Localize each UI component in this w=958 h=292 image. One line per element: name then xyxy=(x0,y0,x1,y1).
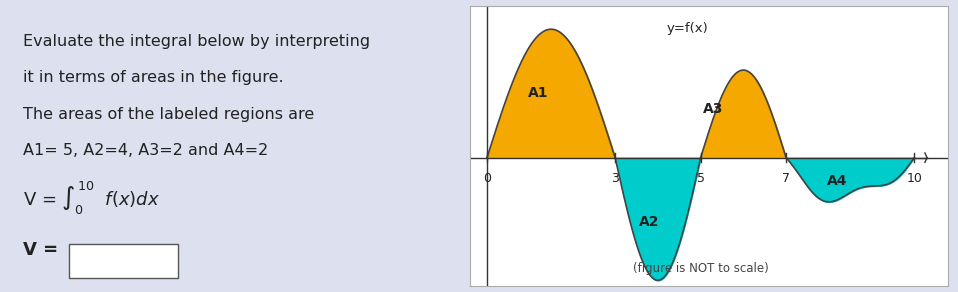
Text: 7: 7 xyxy=(782,172,790,185)
Text: A1= 5, A2=4, A3=2 and A4=2: A1= 5, A2=4, A3=2 and A4=2 xyxy=(23,143,268,158)
Text: 10: 10 xyxy=(906,172,923,185)
Text: y=f(x): y=f(x) xyxy=(667,22,708,35)
Text: A3: A3 xyxy=(703,102,723,116)
Text: (figure is NOT to scale): (figure is NOT to scale) xyxy=(632,262,768,275)
Text: V =: V = xyxy=(23,241,64,259)
Text: 5: 5 xyxy=(696,172,704,185)
Text: Evaluate the integral below by interpreting: Evaluate the integral below by interpret… xyxy=(23,34,370,49)
Text: 0: 0 xyxy=(483,172,490,185)
Text: The areas of the labeled regions are: The areas of the labeled regions are xyxy=(23,107,314,122)
Text: A4: A4 xyxy=(827,174,848,188)
FancyBboxPatch shape xyxy=(69,244,178,278)
Text: A2: A2 xyxy=(639,215,660,229)
Text: A1: A1 xyxy=(528,86,549,100)
Text: V = $\int_{0}^{10}$  $f(x)dx$: V = $\int_{0}^{10}$ $f(x)dx$ xyxy=(23,180,160,217)
Text: it in terms of areas in the figure.: it in terms of areas in the figure. xyxy=(23,70,284,85)
Text: 3: 3 xyxy=(611,172,619,185)
